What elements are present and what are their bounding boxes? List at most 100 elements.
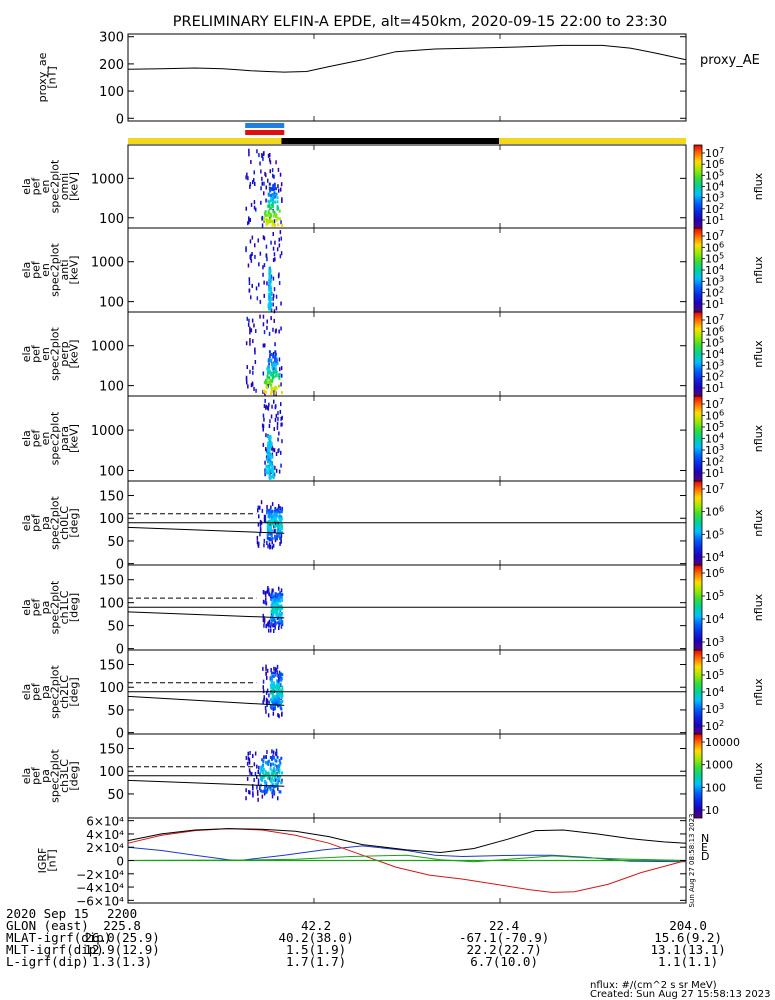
pitch-angle-pixel [272, 599, 274, 603]
pitch-angle-pixel [267, 529, 270, 533]
spectrum-pixel [270, 274, 273, 279]
spectrum-pixel [272, 373, 274, 377]
spectrum-pixel [268, 219, 271, 223]
spectrum-pixel [258, 514, 260, 519]
pitch-angle-pixel [280, 691, 283, 695]
colorbar-tick-label: 104 [705, 611, 724, 626]
colorbar-1 [693, 144, 703, 229]
y-axis-label: pa [39, 769, 52, 783]
spectrum-pixel [268, 366, 271, 370]
spectrum-pixel [249, 330, 251, 335]
y-axis-label: spec2plot [49, 159, 62, 213]
spectrum-pixel [266, 750, 268, 754]
spectrum-pixel [253, 178, 255, 183]
spectrum-pixel [267, 380, 270, 384]
spectrum-pixel [272, 750, 275, 755]
spectrum-pixel [262, 613, 264, 618]
pitch-angle-pixel [260, 765, 263, 769]
pitch-angle-pixel [268, 514, 271, 518]
pitch-angle-pixel [270, 772, 273, 776]
y-axis-label: [keV] [68, 172, 81, 201]
spectrum-pixel [248, 768, 251, 773]
y-axis-label: pa [39, 601, 52, 615]
spectrum-pixel [274, 519, 276, 524]
spectrum-pixel [268, 700, 270, 705]
spectrum-pixel [270, 668, 272, 672]
spectrum-pixel [257, 770, 259, 774]
pitch-angle-pixel [280, 780, 283, 784]
spectrum-pixel [272, 468, 275, 472]
spectrum-pixel [263, 390, 266, 394]
pitch-angle-pixel [280, 510, 283, 514]
pitch-angle-pixel [269, 779, 272, 782]
spectrum-pixel [276, 216, 279, 220]
pitch-angle-pixel [267, 537, 270, 541]
spectrum-pixel [270, 196, 273, 200]
spectrum-pixel [259, 532, 261, 537]
pitch-angle-pixel [272, 516, 275, 519]
y-axis-label: pa [39, 685, 52, 699]
spectrum-pixel [268, 382, 271, 386]
spectrum-pixel [267, 178, 269, 183]
pitch-angle-pixel [277, 764, 280, 768]
pitch-angle-pixel [277, 534, 280, 538]
spectrum-pixel [273, 252, 276, 257]
spectrum-pixel [252, 365, 254, 370]
pitch-angle-pixel [271, 688, 274, 692]
pitch-angle-pixel [279, 519, 282, 523]
spectrum-pixel [267, 219, 270, 223]
spectrum-pixel [266, 703, 268, 708]
colorbar-tick-label: 104 [705, 179, 724, 194]
y-axis-label: ela [20, 599, 33, 616]
pitch-angle-pixel [259, 770, 262, 774]
spectrum-pixel [257, 782, 260, 786]
spectrum-pixel [255, 207, 257, 212]
spectrum-pixel [269, 290, 272, 294]
footer-row-label: L-igrf(dip) [6, 954, 89, 969]
colorbar-label: nflux [752, 762, 765, 790]
spectrum-pixel [269, 371, 271, 375]
spectrum-pixel [278, 680, 280, 685]
colorbar-tick-label: 1000 [705, 759, 733, 772]
spectrum-pixel [254, 360, 257, 364]
pitch-angle-pixel [275, 523, 278, 527]
spectrum-pixel [265, 223, 268, 227]
spectrum-pixel [280, 539, 282, 544]
spectrum-pixel [261, 508, 264, 513]
status-bar-segment [281, 138, 500, 144]
pitch-angle-pixel [260, 768, 263, 772]
spectrum-pixel [263, 538, 266, 543]
spectrum-pixel [271, 196, 274, 200]
spectrum-pixel [261, 223, 264, 228]
pitch-angle-pixel [271, 706, 273, 710]
spectrum-pixel [263, 263, 266, 268]
spectrum-pixel [253, 762, 256, 767]
spectrum-pixel [253, 778, 255, 782]
spectrum-pixel [280, 533, 283, 538]
spectrum-pixel [271, 193, 274, 197]
pitch-angle-pixel [272, 618, 275, 622]
pitch-angle-pixel [278, 526, 281, 530]
spectrum-pixel [281, 439, 283, 444]
pitch-angle-pixel [266, 533, 269, 537]
spectrum-pixel [268, 628, 270, 633]
spectrum-pixel [259, 772, 261, 777]
pitch-angle-pixel [276, 777, 279, 781]
pitch-angle-pixel [280, 530, 283, 534]
pitch-angle-pixel [272, 671, 275, 675]
spectrum-pixel [268, 157, 271, 162]
spectrum-pixel [272, 362, 275, 366]
pitch-angle-pixel [281, 526, 283, 530]
y-tick-label: 50 [107, 704, 124, 719]
spectrum-pixel [278, 431, 280, 436]
spectrum-pixel [274, 342, 276, 347]
pitch-angle-pixel [271, 697, 274, 701]
pitch-angle-pixel [278, 692, 281, 695]
pitch-angle-pixel [277, 525, 279, 529]
pitch-angle-pixel [264, 779, 267, 783]
spectrum-pixel [266, 457, 269, 461]
spectrum-pixel [277, 713, 279, 717]
spectrum-pixel [248, 318, 250, 323]
pitch-angle-pixel [271, 769, 274, 773]
colorbar-tick-label: 102 [705, 718, 724, 733]
